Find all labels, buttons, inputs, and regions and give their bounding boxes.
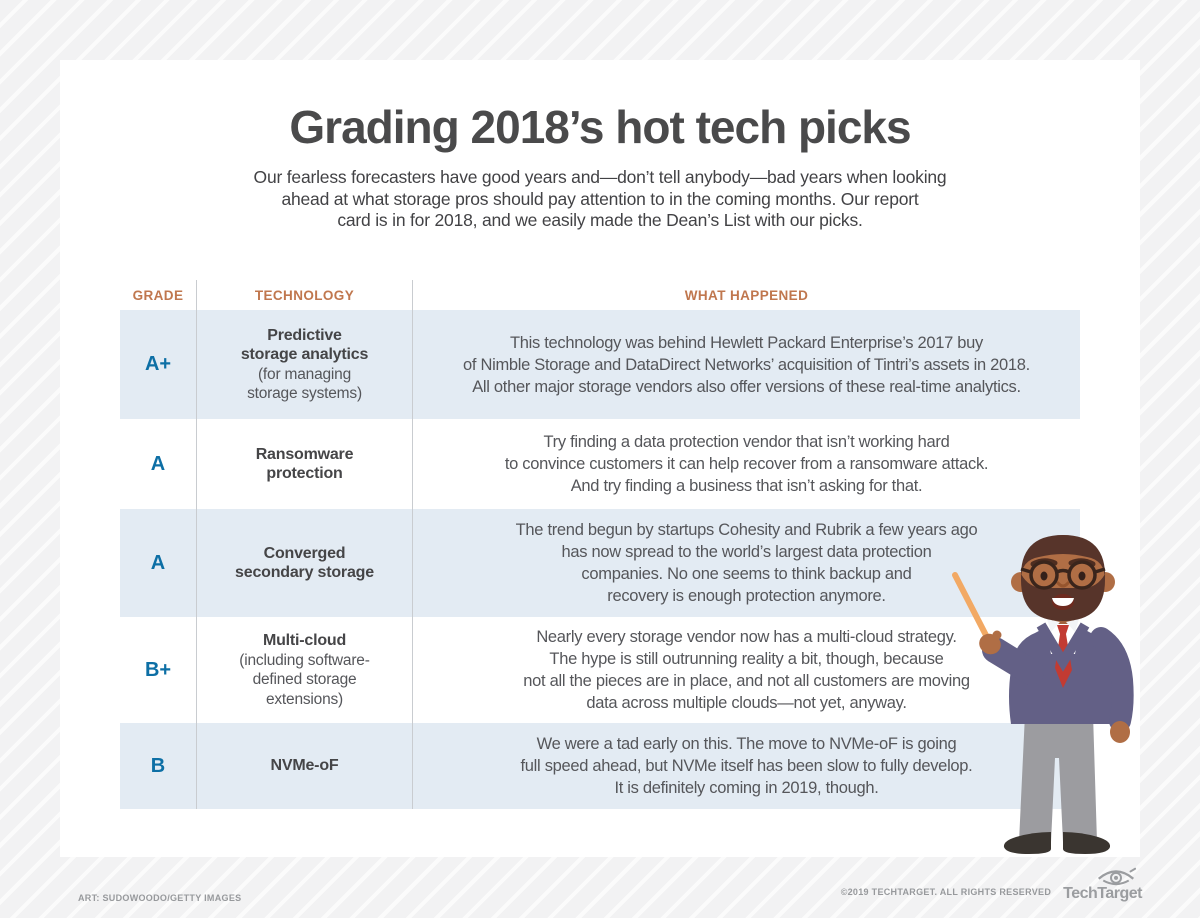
technology-name: Predictive storage analytics (240, 326, 369, 364)
table-header-row: GRADE TECHNOLOGY WHAT HAPPENED (120, 280, 1080, 310)
copyright-text: ©2019 TECHTARGET. ALL RIGHTS RESERVED (840, 887, 1052, 897)
table-row: B+ Multi-cloud (including software- defi… (120, 617, 1080, 723)
art-credit: ART: SUDOWOODO/GETTY IMAGES (78, 893, 242, 903)
table-row: B NVMe-oF We were a tad early on this. T… (120, 723, 1080, 809)
what-happened-cell: Try finding a data protection vendor tha… (504, 433, 989, 495)
technology-cell: Predictive storage analytics (for managi… (197, 310, 413, 419)
table-row: A Ransomware protection Try finding a da… (120, 419, 1080, 509)
what-happened-cell: Nearly every storage vendor now has a mu… (523, 628, 970, 712)
page-title: Grading 2018’s hot tech picks (289, 101, 911, 153)
grade-cell: B (120, 723, 197, 809)
page-subtitle: Our fearless forecasters have good years… (253, 167, 947, 230)
technology-name: NVMe-oF (270, 757, 339, 775)
technology-name: Ransomware protection (255, 445, 354, 483)
glasses-icon (1020, 560, 1106, 590)
table-row: A+ Predictive storage analytics (for man… (120, 310, 1080, 419)
technology-cell: NVMe-oF (197, 723, 413, 809)
technology-cell: Ransomware protection (197, 419, 413, 509)
grade-cell: A+ (120, 310, 197, 419)
teacher-illustration (952, 535, 1134, 854)
report-card-table: GRADE TECHNOLOGY WHAT HAPPENED A+ Predic… (120, 280, 1080, 809)
what-happened-cell: The trend begun by startups Cohesity and… (515, 521, 978, 605)
what-happened-cell: This technology was behind Hewlett Packa… (463, 333, 1030, 396)
technology-note: (including software- defined storage ext… (239, 651, 370, 708)
technology-cell: Converged secondary storage (197, 509, 413, 617)
grade-cell: B+ (120, 617, 197, 723)
what-happened-cell: We were a tad early on this. The move to… (520, 735, 973, 797)
pointer-stick-icon (952, 572, 994, 648)
techtarget-logo-text: TechTarget (1063, 885, 1142, 902)
column-header-what-happened: WHAT HAPPENED (684, 287, 809, 303)
technology-name: Multi-cloud (262, 632, 347, 649)
techtarget-eye-icon (1097, 867, 1136, 886)
footer-right: ©2019 TECHTARGET. ALL RIGHTS RESERVED Te… (841, 866, 1142, 903)
column-header-technology: TECHNOLOGY (197, 280, 413, 310)
techtarget-logo: TechTarget (1063, 866, 1142, 903)
technology-name: Converged secondary storage (235, 544, 374, 582)
table-row: A Converged secondary storage The trend … (120, 509, 1080, 617)
column-header-grade: GRADE (120, 280, 197, 310)
technology-note: (for managing storage systems) (247, 365, 362, 403)
technology-cell: Multi-cloud (including software- defined… (197, 617, 413, 723)
grade-cell: A (120, 419, 197, 509)
grade-cell: A (120, 509, 197, 617)
infographic-card: Grading 2018’s hot tech picks Our fearle… (60, 60, 1140, 857)
